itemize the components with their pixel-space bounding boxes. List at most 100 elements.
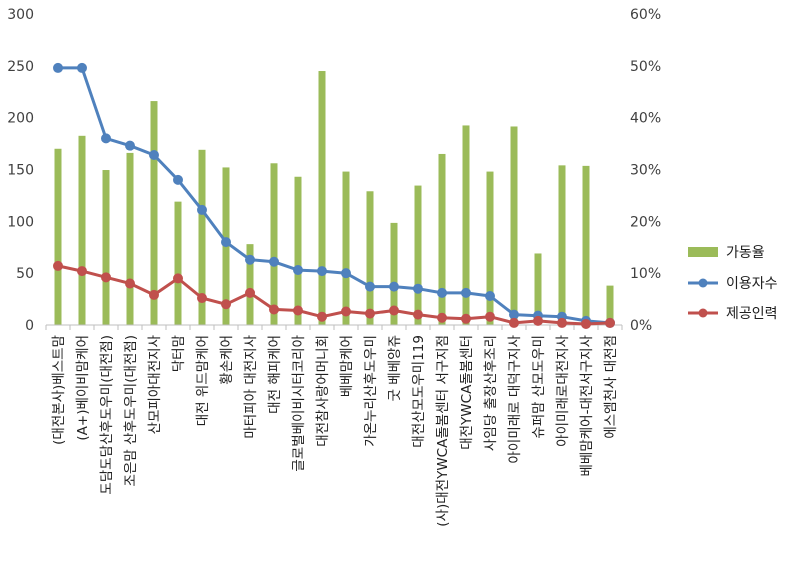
point-이용자수-1	[53, 62, 63, 73]
category-label-19: 사임당 출장산후조리	[483, 335, 499, 451]
point-제공인력-3	[101, 272, 111, 283]
legend-label-이용자수: 이용자수	[726, 276, 778, 292]
point-제공인력-17	[437, 312, 447, 323]
point-제공인력-7	[197, 293, 207, 304]
bar-13	[342, 171, 350, 325]
point-제공인력-10	[269, 304, 279, 315]
point-이용자수-15	[389, 281, 399, 292]
y-left-tick-label: 300	[7, 7, 34, 23]
point-이용자수-20	[509, 309, 519, 320]
legend-label-제공인력: 제공인력	[726, 306, 778, 322]
point-제공인력-23	[581, 318, 591, 329]
bar-6	[174, 201, 182, 325]
category-label-13: 베베맘케어	[339, 335, 355, 397]
y-right-tick-label: 40%	[630, 111, 661, 127]
y-left-tick-label: 0	[25, 318, 34, 334]
right-axis-ticks: 0% 10% 20% 30% 40% 50% 60%	[630, 7, 661, 334]
point-이용자수-8	[221, 237, 231, 248]
legend-marker-이용자수	[698, 278, 708, 288]
category-label-11: 글로벌베이비시터코리아	[291, 334, 307, 471]
bar-17	[438, 153, 446, 325]
point-이용자수-13	[341, 268, 351, 279]
bar-21	[534, 253, 542, 325]
category-label-14: 가온누리산후도우미	[363, 335, 379, 447]
y-right-tick-label: 10%	[630, 266, 661, 282]
category-label-9: 마터피아 대전지사	[243, 334, 259, 438]
y-right-tick-label: 0%	[630, 318, 652, 334]
bar-20	[510, 126, 518, 325]
point-이용자수-3	[101, 133, 111, 144]
category-label-23: 베베맘케어-대전서구지사	[579, 334, 595, 476]
bar-5	[150, 101, 158, 325]
bar-22	[558, 165, 566, 325]
category-label-12: 대전참사랑어머니회	[315, 335, 331, 447]
legend-marker-제공인력	[698, 308, 708, 318]
point-이용자수-12	[317, 266, 327, 277]
point-제공인력-9	[245, 287, 255, 298]
bar-23	[582, 165, 590, 325]
point-이용자수-19	[485, 290, 495, 301]
bar-16	[414, 185, 422, 325]
bar-7	[198, 149, 206, 325]
point-이용자수-14	[365, 281, 375, 292]
point-제공인력-14	[365, 308, 375, 319]
y-left-tick-label: 150	[7, 163, 34, 179]
bar-12	[318, 71, 326, 326]
category-label-17: (사)대전YWCA돌봄센터 서구지점	[435, 335, 451, 527]
category-label-21: 슈퍼맘 산모도우미	[531, 335, 547, 439]
category-label-6: 닥터맘	[171, 335, 187, 372]
point-이용자수-17	[437, 287, 447, 298]
category-label-5: 산모피아대전지사	[147, 334, 163, 434]
left-axis-ticks: 0 50 100 150 200 250 300	[7, 7, 34, 334]
point-제공인력-21	[533, 315, 543, 326]
y-right-tick-label: 30%	[630, 163, 661, 179]
point-제공인력-24	[605, 317, 615, 328]
category-label-22: 아이미래로대전지사	[555, 334, 571, 446]
point-제공인력-12	[317, 311, 327, 322]
point-제공인력-1	[53, 260, 63, 271]
axes-group	[45, 324, 623, 330]
bar-2	[78, 135, 86, 325]
point-이용자수-18	[461, 287, 471, 298]
point-제공인력-5	[149, 289, 159, 300]
bar-1	[54, 148, 62, 325]
point-제공인력-19	[485, 311, 495, 322]
point-제공인력-8	[221, 299, 231, 310]
point-이용자수-16	[413, 283, 423, 294]
bar-11	[294, 176, 302, 325]
point-이용자수-7	[197, 204, 207, 215]
point-이용자수-4	[125, 140, 135, 151]
line-series-group	[53, 62, 615, 329]
point-이용자수-5	[149, 149, 159, 160]
category-label-24: 에스엠천사 대전점	[603, 335, 619, 439]
bar-10	[270, 163, 278, 325]
category-label-18: 대전YWCA돌봄센터	[459, 335, 475, 450]
y-right-tick-label: 60%	[630, 7, 661, 23]
category-label-4: 조은맘 산후도우미(대전점)	[123, 335, 139, 486]
point-제공인력-2	[77, 266, 87, 277]
point-제공인력-18	[461, 313, 471, 324]
point-제공인력-13	[341, 306, 351, 317]
bar-3	[102, 170, 110, 325]
point-제공인력-15	[389, 305, 399, 316]
point-이용자수-11	[293, 265, 303, 276]
point-제공인력-16	[413, 309, 423, 320]
point-이용자수-9	[245, 254, 255, 265]
bar-14	[366, 191, 374, 325]
y-left-tick-label: 100	[7, 214, 34, 230]
bar-18	[462, 125, 470, 325]
point-이용자수-2	[77, 62, 87, 73]
y-left-tick-label: 50	[16, 266, 34, 282]
category-label-20: 아이미래로 대덕구지사	[507, 334, 523, 463]
line-이용자수	[58, 66, 611, 325]
point-이용자수-6	[173, 174, 183, 185]
category-label-1: (대전본사)베스트맘	[51, 335, 67, 445]
y-right-tick-label: 50%	[630, 59, 661, 75]
y-right-tick-label: 20%	[630, 214, 661, 230]
category-label-3: 도담도담산후도우미(대전점)	[99, 335, 115, 495]
bar-24	[606, 285, 614, 325]
category-label-8: 황손케어	[219, 335, 235, 385]
legend-label-가동율: 가동율	[726, 245, 765, 261]
